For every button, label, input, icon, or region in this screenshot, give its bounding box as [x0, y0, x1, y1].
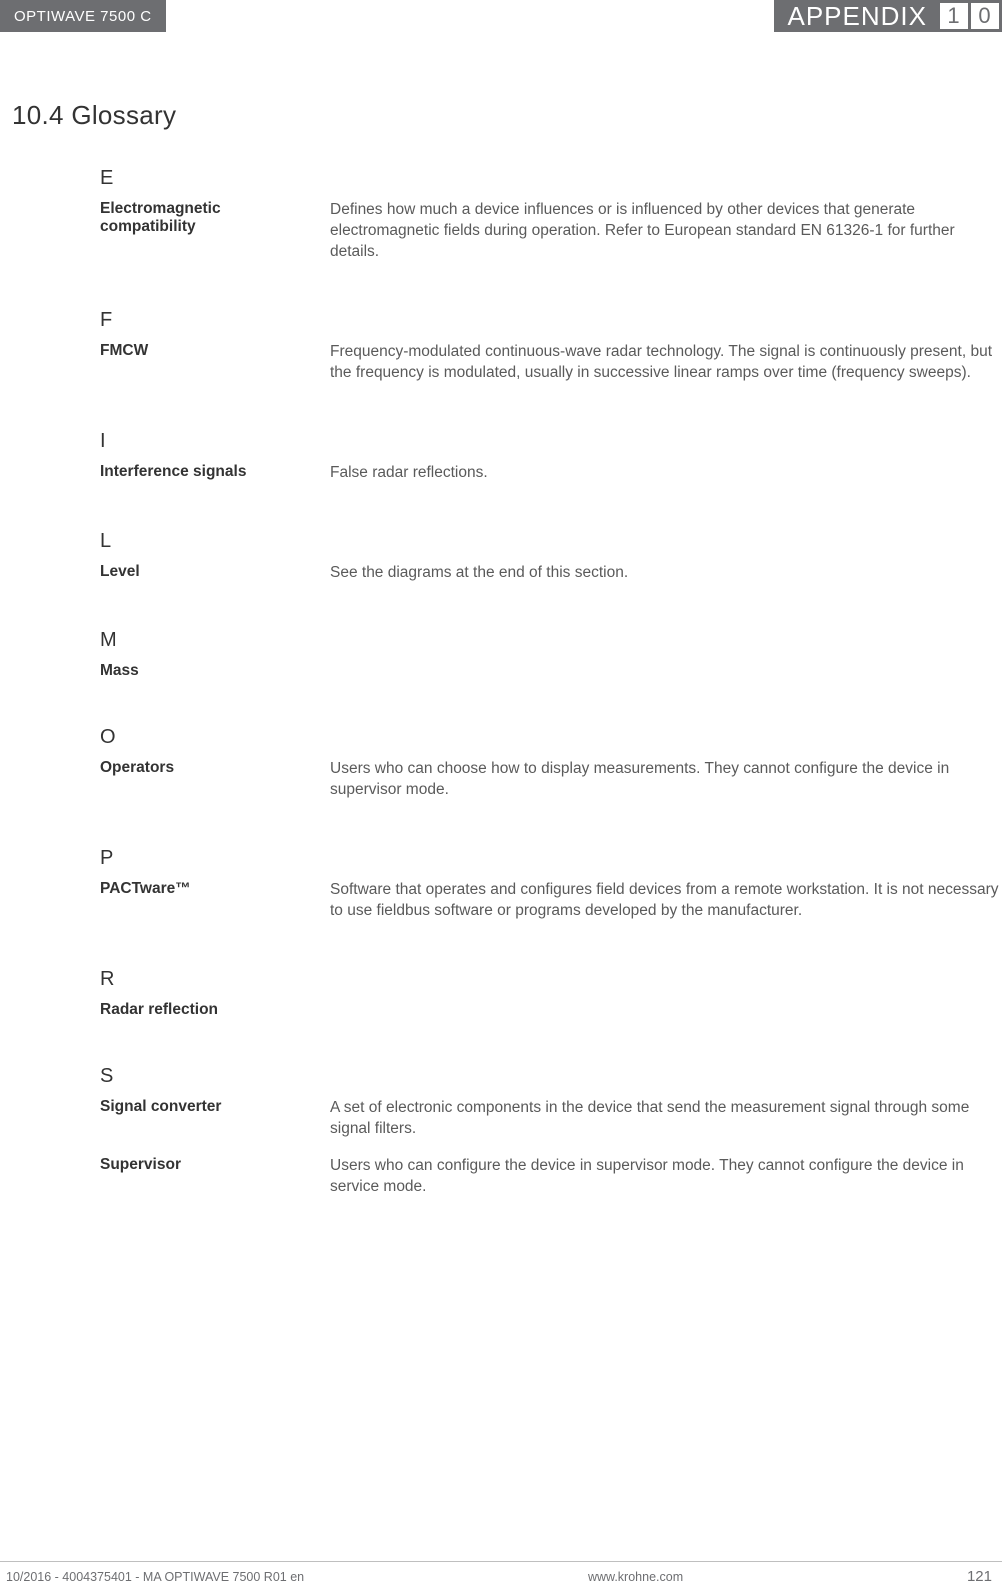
glossary-term: Electromagnetic compatibility	[100, 200, 330, 263]
glossary-entry: Signal converterA set of electronic comp…	[100, 1098, 1002, 1140]
glossary-entry: Level See the diagrams at the end of thi…	[100, 563, 1002, 584]
footer-page-number: 121	[967, 1568, 992, 1585]
glossary-term: PACTware™	[100, 880, 330, 922]
glossary-letter: L	[100, 530, 1002, 553]
section-title: 10.4 Glossary	[0, 100, 1002, 131]
glossary-term: FMCW	[100, 342, 330, 384]
glossary-entry: Mass	[100, 662, 1002, 680]
chapter-digit: 0	[971, 3, 999, 29]
glossary-definition: A set of electronic components in the de…	[330, 1098, 1002, 1140]
glossary-list: E Electromagnetic compatibilityDefines ho…	[0, 167, 1002, 1198]
footer-docinfo: 10/2016 - 4004375401 - MA OPTIWAVE 7500 …	[6, 1570, 304, 1584]
glossary-term: Interference signals	[100, 463, 330, 484]
glossary-definition: False radar reflections.	[330, 463, 1002, 484]
glossary-term: Signal converter	[100, 1098, 330, 1140]
header-spacer	[166, 0, 774, 32]
section-name: APPENDIX	[788, 1, 928, 32]
glossary-letter: R	[100, 968, 1002, 991]
glossary-entry: Electromagnetic compatibilityDefines how…	[100, 200, 1002, 263]
glossary-definition: Users who can choose how to display meas…	[330, 759, 1002, 801]
glossary-entry: FMCWFrequency-modulated continuous-wave …	[100, 342, 1002, 384]
glossary-definition: Software that operates and configures fi…	[330, 880, 1002, 922]
glossary-entry: PACTware™Software that operates and conf…	[100, 880, 1002, 922]
glossary-letter: E	[100, 167, 1002, 190]
glossary-definition	[330, 1001, 1002, 1019]
page-header: OPTIWAVE 7500 C APPENDIX 1 0	[0, 0, 1002, 32]
section-name-box: APPENDIX 1 0	[774, 0, 1002, 32]
glossary-entry: OperatorsUsers who can choose how to dis…	[100, 759, 1002, 801]
glossary-letter: S	[100, 1065, 1002, 1088]
glossary-entry: Radar reflection	[100, 1001, 1002, 1019]
glossary-letter: F	[100, 309, 1002, 332]
glossary-term: Radar reflection	[100, 1001, 330, 1019]
glossary-entry: SupervisorUsers who can configure the de…	[100, 1156, 1002, 1198]
glossary-definition: See the diagrams at the end of this sect…	[330, 563, 1002, 584]
chapter-digit: 1	[940, 3, 968, 29]
page-content: 10.4 Glossary E Electromagnetic compatibi…	[0, 32, 1002, 1198]
glossary-definition	[330, 662, 1002, 680]
glossary-term: Operators	[100, 759, 330, 801]
glossary-definition: Users who can configure the device in su…	[330, 1156, 1002, 1198]
glossary-term: Supervisor	[100, 1156, 330, 1198]
glossary-entry: Interference signalsFalse radar reflecti…	[100, 463, 1002, 484]
page-footer: 10/2016 - 4004375401 - MA OPTIWAVE 7500 …	[0, 1561, 1002, 1591]
glossary-term: Level	[100, 563, 330, 584]
glossary-letter: P	[100, 847, 1002, 870]
glossary-letter: I	[100, 430, 1002, 453]
chapter-number-box: 1 0	[937, 0, 1002, 32]
glossary-term: Mass	[100, 662, 330, 680]
glossary-definition: Frequency-modulated continuous-wave rada…	[330, 342, 1002, 384]
product-name: OPTIWAVE 7500 C	[0, 0, 166, 32]
glossary-letter: O	[100, 726, 1002, 749]
footer-url: www.krohne.com	[588, 1570, 683, 1584]
glossary-letter: M	[100, 629, 1002, 652]
glossary-definition: Defines how much a device influences or …	[330, 200, 1002, 263]
